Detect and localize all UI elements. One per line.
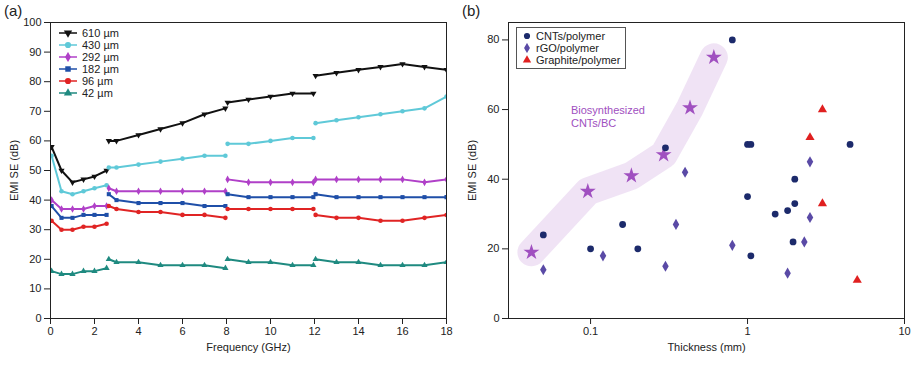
svg-text:0: 0 (35, 312, 41, 324)
svg-text:4: 4 (135, 325, 141, 337)
svg-text:10: 10 (29, 282, 41, 294)
svg-text:6: 6 (179, 325, 185, 337)
svg-text:EMI SE (dB): EMI SE (dB) (466, 140, 478, 201)
html-text:Graphite/polymer: Graphite/polymer (536, 54, 621, 66)
svg-text:40: 40 (29, 194, 41, 206)
html-text:(a): (a) (4, 2, 23, 19)
html-text:96 µm: 96 µm (82, 75, 113, 87)
html-text:182 µm: 182 µm (82, 63, 119, 75)
svg-text:60: 60 (29, 134, 41, 146)
svg-text:12: 12 (308, 325, 320, 337)
svg-text:60: 60 (487, 103, 499, 115)
svg-text:Thickness (mm): Thickness (mm) (667, 341, 745, 353)
svg-text:40: 40 (487, 173, 499, 185)
svg-text:18: 18 (440, 325, 452, 337)
svg-text:16: 16 (396, 325, 408, 337)
html-text:rGO/polymer: rGO/polymer (536, 42, 599, 54)
html-text:42 µm: 42 µm (82, 87, 113, 99)
svg-text:0: 0 (493, 312, 499, 324)
svg-text:Frequency (GHz): Frequency (GHz) (206, 341, 290, 353)
svg-text:10: 10 (264, 325, 276, 337)
svg-text:EMI SE (dB): EMI SE (dB) (8, 140, 20, 201)
html-text:610 µm: 610 µm (82, 27, 119, 39)
svg-text:20: 20 (29, 253, 41, 265)
svg-text:14: 14 (352, 325, 364, 337)
html-text:(b): (b) (462, 2, 481, 19)
svg-text:0: 0 (47, 325, 53, 337)
svg-text:90: 90 (29, 46, 41, 58)
svg-text:0.1: 0.1 (583, 325, 598, 337)
svg-text:100: 100 (23, 16, 41, 28)
svg-text:70: 70 (29, 105, 41, 117)
html-text:430 µm: 430 µm (82, 39, 119, 51)
svg-text:80: 80 (487, 33, 499, 45)
svg-text:80: 80 (29, 75, 41, 87)
svg-text:8: 8 (223, 325, 229, 337)
html-text:292 µm: 292 µm (82, 51, 119, 63)
svg-text:BiosynthesizedCNTs/BC: BiosynthesizedCNTs/BC (571, 104, 645, 129)
svg-text:1: 1 (744, 325, 750, 337)
html-text:CNTs/polymer: CNTs/polymer (536, 30, 606, 42)
svg-text:10: 10 (898, 325, 910, 337)
svg-text:2: 2 (91, 325, 97, 337)
svg-text:50: 50 (29, 164, 41, 176)
svg-text:30: 30 (29, 223, 41, 235)
svg-text:20: 20 (487, 242, 499, 254)
